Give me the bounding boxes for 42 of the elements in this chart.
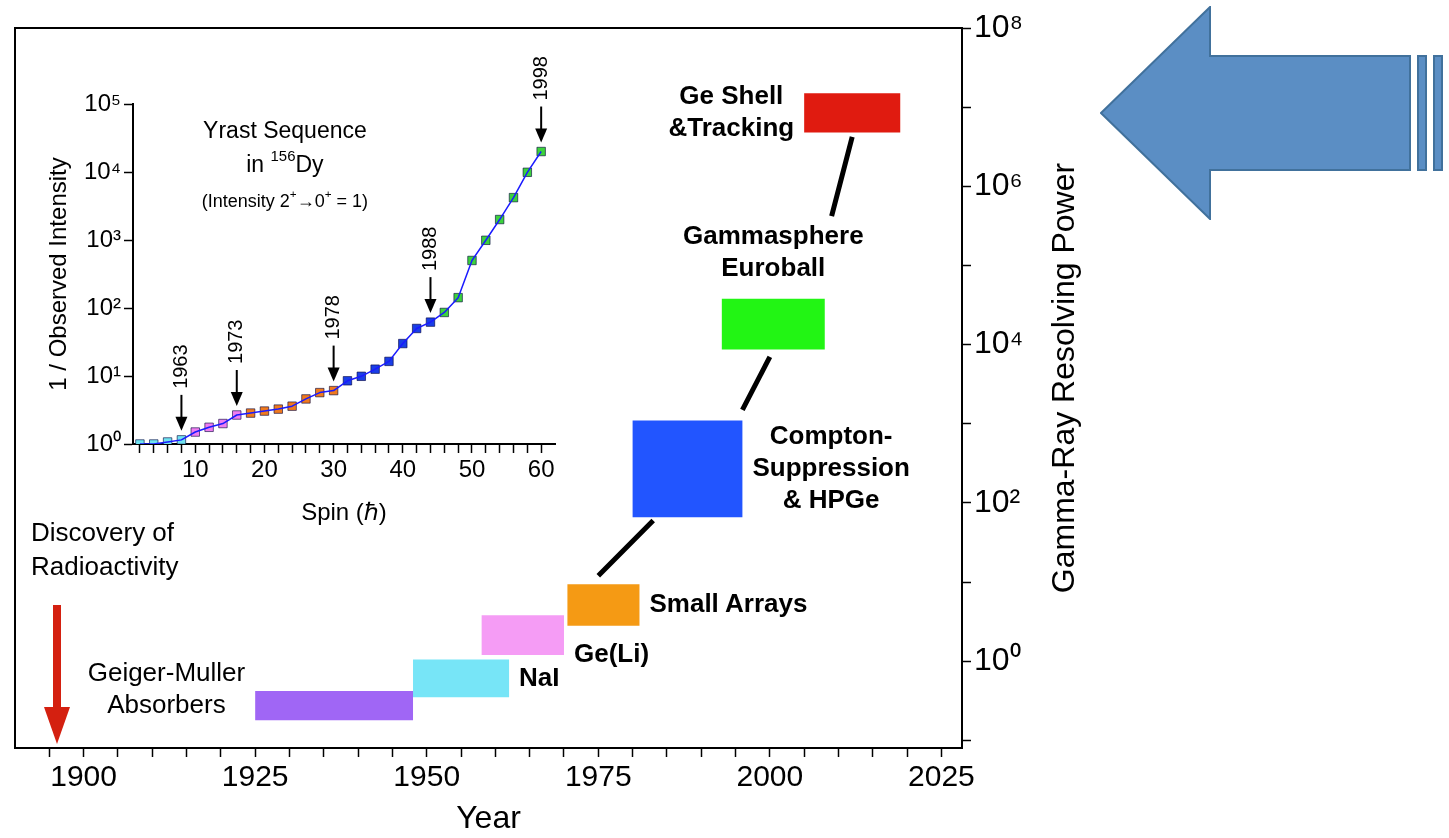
x-tick-label: 50 bbox=[458, 455, 486, 483]
y-tick-label: 10² bbox=[86, 292, 122, 320]
series-label: Geiger-Muller Absorbers bbox=[87, 656, 246, 719]
series-label: Ge Shell &Tracking bbox=[668, 79, 795, 142]
series-label: Compton- Suppression & HPGe bbox=[752, 419, 910, 514]
y-tick-label: 10³ bbox=[86, 224, 122, 252]
x-tick-label: 20 bbox=[251, 455, 278, 483]
y-axis-title: 1 / Observed Intensity bbox=[44, 157, 72, 391]
y-tick-label: 10⁵ bbox=[84, 88, 121, 116]
x-tick-label: 1975 bbox=[564, 759, 632, 793]
annotation: 1998 bbox=[528, 56, 551, 101]
y-tick-label: 10⁰ bbox=[974, 641, 1021, 678]
annotation: 1978 bbox=[321, 295, 344, 340]
y-tick-label: 10⁰ bbox=[86, 428, 121, 456]
y-axis-title: Gamma-Ray Resolving Power bbox=[1044, 162, 1081, 594]
x-tick-label: 2000 bbox=[736, 759, 804, 793]
y-tick-label: 10⁴ bbox=[83, 156, 121, 184]
x-tick-label: 40 bbox=[389, 455, 417, 483]
y-tick-label: 10⁴ bbox=[974, 324, 1024, 361]
annotation: 1963 bbox=[168, 344, 191, 389]
annotation: 1973 bbox=[224, 319, 247, 364]
y-tick-label: 10⁸ bbox=[974, 7, 1024, 44]
x-tick-label: 30 bbox=[320, 455, 347, 483]
x-tick-label: 1900 bbox=[50, 759, 117, 793]
series-label: Gammasphere Euroball bbox=[682, 219, 864, 282]
series-label: Small Arrays bbox=[649, 588, 808, 619]
x-tick-label: 1950 bbox=[393, 759, 461, 793]
annotation: Discovery of Radioactivity bbox=[31, 517, 179, 582]
x-tick-label: 1925 bbox=[221, 759, 289, 793]
x-axis-title: Spin (ℏ) bbox=[301, 498, 387, 526]
series-label: Ge(Li) bbox=[573, 638, 650, 669]
x-tick-label: 60 bbox=[527, 455, 555, 483]
y-tick-label: 10⁶ bbox=[974, 166, 1023, 203]
x-tick-label: 2025 bbox=[908, 759, 975, 793]
x-tick-label: 10 bbox=[181, 455, 209, 483]
annotation: 1988 bbox=[417, 226, 440, 272]
point bbox=[536, 146, 546, 157]
y-tick-label: 10¹ bbox=[86, 360, 122, 388]
y-tick-label: 10² bbox=[974, 482, 1021, 519]
text: (Intensity 2+→0+ = 1) bbox=[201, 187, 369, 211]
x-axis-title: Year bbox=[456, 798, 522, 835]
series-label: NaI bbox=[519, 661, 560, 692]
